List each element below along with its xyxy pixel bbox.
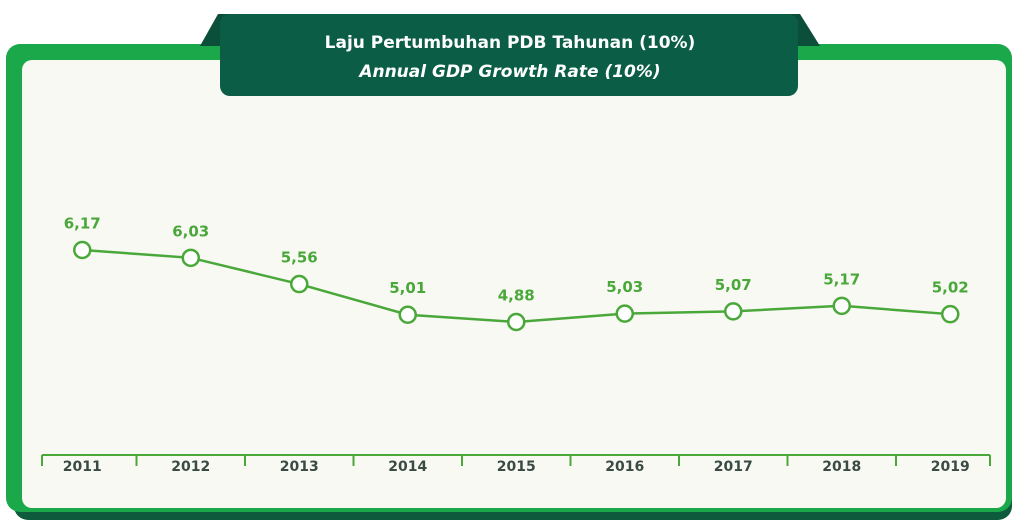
point (181, 248, 200, 268)
point (941, 304, 960, 324)
x-tick-label: 2019 (931, 459, 970, 475)
x-tick-label: 2012 (171, 459, 210, 475)
data-label: 5,56 (281, 249, 318, 267)
point (73, 240, 92, 260)
data-label: 5,07 (715, 276, 752, 294)
point (615, 304, 634, 323)
title-tab (220, 14, 798, 96)
point (290, 274, 309, 294)
data-label: 5,02 (932, 279, 969, 297)
chart-subtitle: Annual GDP Growth Rate (10%) (357, 62, 660, 82)
point (398, 305, 417, 324)
panel (22, 60, 1006, 508)
data-label: 5,03 (606, 278, 643, 296)
data-label: 4,88 (498, 287, 535, 305)
x-tick-label: 2018 (822, 459, 861, 475)
x-tick-label: 2013 (280, 459, 319, 475)
data-label: 6,17 (64, 215, 101, 233)
point (724, 302, 743, 321)
x-tick-label: 2015 (497, 459, 536, 475)
x-tick-label: 2011 (63, 459, 102, 475)
point (507, 312, 526, 332)
data-label: 5,01 (389, 279, 426, 297)
data-label: 5,17 (823, 270, 860, 288)
point (832, 296, 851, 316)
chart-title: Laju Pertumbuhan PDB Tahunan (10%) (325, 33, 696, 53)
x-tick-label: 2016 (605, 459, 644, 475)
data-label: 6,03 (172, 222, 209, 240)
x-tick-label: 2014 (388, 459, 427, 475)
x-tick-label: 2017 (714, 459, 753, 475)
